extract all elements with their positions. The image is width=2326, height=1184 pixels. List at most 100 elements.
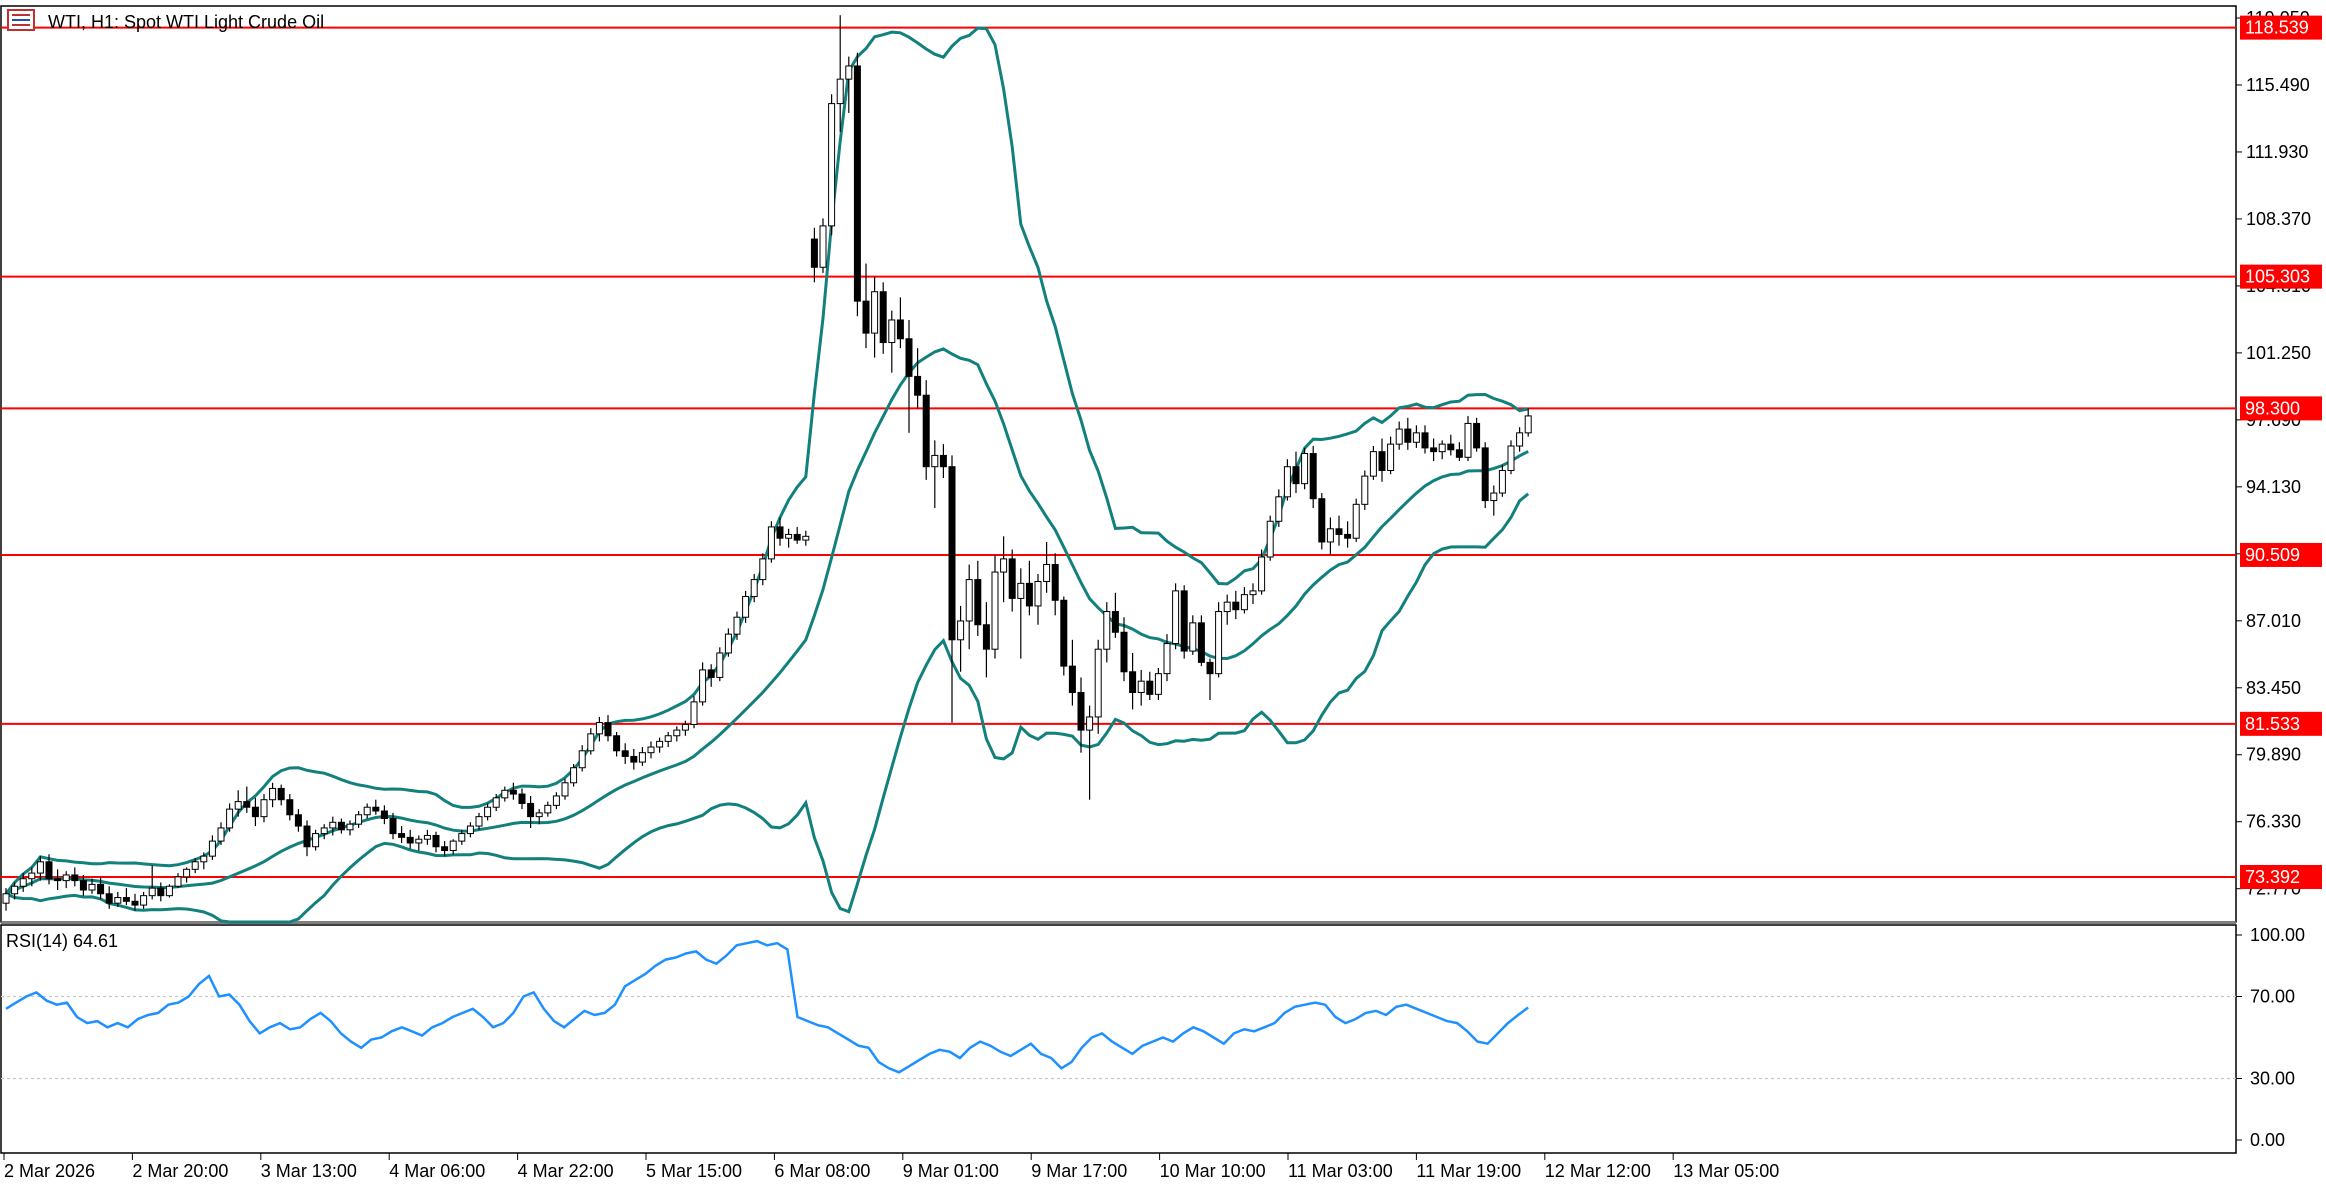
- candle-body[interactable]: [165, 885, 173, 897]
- candle-body[interactable]: [398, 833, 406, 838]
- candle-body[interactable]: [1086, 716, 1094, 731]
- candle-body[interactable]: [441, 846, 449, 852]
- candle-body[interactable]: [303, 825, 311, 848]
- candle-body[interactable]: [19, 878, 27, 887]
- candle-body[interactable]: [200, 855, 208, 863]
- candle-body[interactable]: [286, 799, 294, 816]
- candle-body[interactable]: [587, 733, 595, 752]
- candle-body[interactable]: [62, 874, 70, 882]
- candle-body[interactable]: [484, 806, 492, 818]
- candle-body[interactable]: [1180, 590, 1188, 652]
- candle-body[interactable]: [561, 782, 569, 797]
- candle-body[interactable]: [1163, 643, 1171, 675]
- candle-body[interactable]: [905, 338, 913, 377]
- candle-body[interactable]: [613, 735, 621, 752]
- candle-body[interactable]: [329, 821, 337, 829]
- candle-body[interactable]: [931, 454, 939, 468]
- candle-body[interactable]: [1516, 432, 1524, 447]
- candle-body[interactable]: [1473, 422, 1481, 449]
- candle-body[interactable]: [432, 834, 440, 848]
- candle-body[interactable]: [1077, 691, 1085, 731]
- candle-body[interactable]: [389, 818, 397, 835]
- candle-body[interactable]: [578, 750, 586, 769]
- candle-body[interactable]: [991, 571, 999, 650]
- candle-body[interactable]: [982, 624, 990, 650]
- candle-body[interactable]: [802, 535, 810, 541]
- candle-body[interactable]: [1197, 622, 1205, 663]
- candle-body[interactable]: [1378, 451, 1386, 471]
- candle-body[interactable]: [157, 887, 165, 897]
- candle-body[interactable]: [793, 533, 801, 541]
- candle-body[interactable]: [716, 652, 724, 678]
- candle-body[interactable]: [656, 740, 664, 748]
- candle-body[interactable]: [260, 799, 268, 818]
- candle-body[interactable]: [948, 466, 956, 641]
- candle-body[interactable]: [544, 804, 552, 814]
- candle-body[interactable]: [1438, 443, 1446, 453]
- candle-body[interactable]: [1154, 673, 1162, 695]
- candle-body[interactable]: [1352, 503, 1360, 539]
- candle-body[interactable]: [1068, 665, 1076, 693]
- candle-body[interactable]: [79, 880, 87, 891]
- candle-body[interactable]: [509, 789, 517, 795]
- candle-body[interactable]: [1008, 558, 1016, 599]
- candle-body[interactable]: [1395, 428, 1403, 445]
- candle-body[interactable]: [320, 827, 328, 835]
- candle-body[interactable]: [1223, 601, 1231, 613]
- candle-body[interactable]: [45, 861, 53, 880]
- candle-body[interactable]: [380, 810, 388, 820]
- candle-body[interactable]: [1430, 447, 1438, 453]
- candle-body[interactable]: [630, 755, 638, 763]
- candle-body[interactable]: [621, 750, 629, 757]
- candle-body[interactable]: [97, 883, 105, 895]
- candle-body[interactable]: [71, 874, 79, 882]
- candle-body[interactable]: [1249, 590, 1257, 596]
- candle-body[interactable]: [346, 823, 354, 831]
- candle-body[interactable]: [277, 787, 285, 801]
- candle-body[interactable]: [1404, 428, 1412, 443]
- candle-body[interactable]: [819, 225, 827, 268]
- candle-body[interactable]: [1043, 564, 1051, 582]
- candle-body[interactable]: [1189, 622, 1197, 652]
- candle-body[interactable]: [54, 878, 62, 882]
- candle-body[interactable]: [131, 900, 139, 906]
- chart-window-icon[interactable]: [7, 9, 35, 31]
- candle-body[interactable]: [681, 723, 689, 731]
- candle-body[interactable]: [1060, 599, 1068, 667]
- candle-body[interactable]: [733, 616, 741, 635]
- candle-body[interactable]: [664, 735, 672, 742]
- candle-body[interactable]: [1326, 528, 1334, 543]
- candle-body[interactable]: [36, 861, 44, 874]
- candle-body[interactable]: [122, 897, 130, 902]
- candle-body[interactable]: [922, 394, 930, 468]
- candle-body[interactable]: [208, 840, 216, 857]
- candle-body[interactable]: [957, 620, 965, 641]
- candle-body[interactable]: [1111, 611, 1119, 633]
- candle-body[interactable]: [1025, 582, 1033, 607]
- candle-body[interactable]: [1387, 443, 1395, 471]
- candle-body[interactable]: [423, 834, 431, 840]
- candle-body[interactable]: [604, 722, 612, 737]
- candle-body[interactable]: [828, 103, 836, 227]
- candle-body[interactable]: [742, 596, 750, 618]
- candle-body[interactable]: [853, 65, 861, 302]
- candle-body[interactable]: [114, 897, 122, 904]
- candle-body[interactable]: [1094, 648, 1102, 718]
- candle-body[interactable]: [1240, 594, 1248, 611]
- candle-body[interactable]: [552, 795, 560, 806]
- candle-body[interactable]: [527, 802, 535, 818]
- candle-body[interactable]: [1146, 680, 1154, 695]
- candle-body[interactable]: [148, 887, 156, 897]
- candle-body[interactable]: [767, 526, 775, 560]
- candle-body[interactable]: [724, 633, 732, 654]
- candle-body[interactable]: [1344, 533, 1352, 539]
- candle-body[interactable]: [406, 836, 414, 844]
- candle-body[interactable]: [965, 579, 973, 622]
- candle-body[interactable]: [888, 319, 896, 344]
- candle-body[interactable]: [1051, 564, 1059, 601]
- candle-body[interactable]: [699, 669, 707, 703]
- candle-body[interactable]: [105, 893, 113, 904]
- candle-body[interactable]: [518, 793, 526, 804]
- candle-body[interactable]: [707, 669, 715, 678]
